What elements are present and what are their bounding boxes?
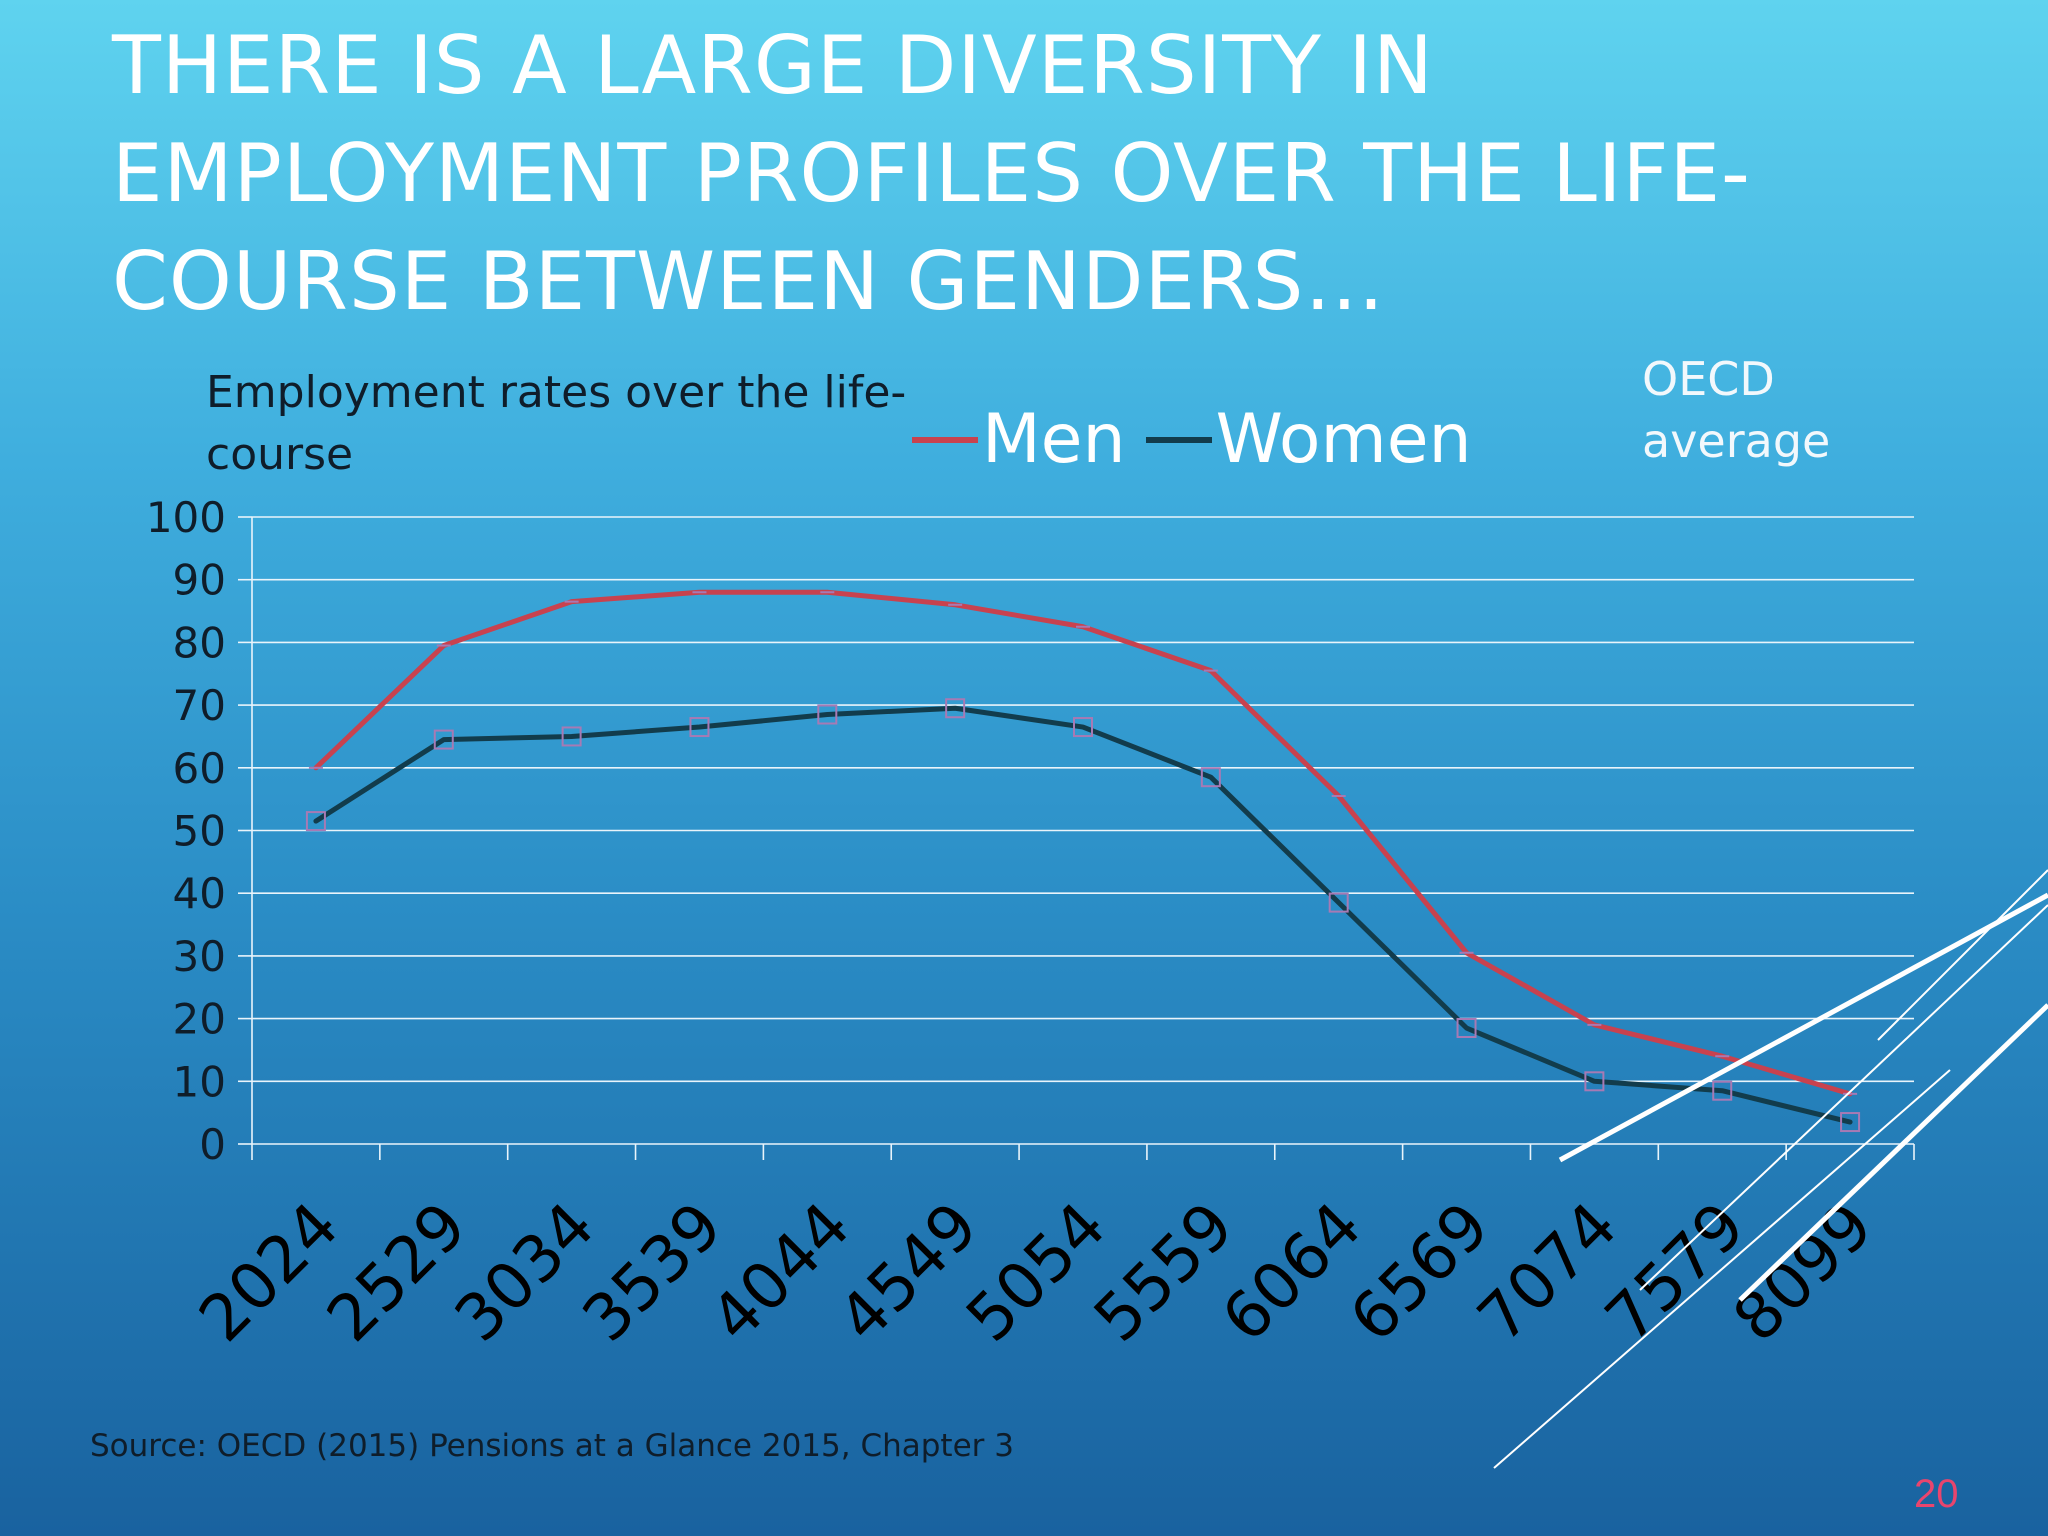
- y-tick-label: 30: [173, 932, 226, 981]
- data-point-women: [1073, 717, 1093, 738]
- data-point-women: [817, 704, 838, 725]
- source-note: Source: OECD (2015) Pensions at a Glance…: [90, 1428, 1014, 1464]
- legend-swatch-women: [1145, 437, 1212, 443]
- employment-line-chart: 0 10 20 30 40 50 60 70 80 90 100 202425293034353940…: [146, 493, 1915, 1356]
- x-tick-label: 4044: [697, 1189, 864, 1356]
- y-tick-label: 80: [173, 618, 226, 667]
- y-tick-label: 10: [173, 1057, 226, 1106]
- x-tick-label: 3539: [569, 1189, 736, 1356]
- data-point-women: [1200, 767, 1221, 788]
- legend-item-women: Women: [1145, 400, 1472, 480]
- x-tick-label: 4549: [825, 1189, 992, 1356]
- x-tick-label: 6569: [1336, 1189, 1503, 1356]
- x-tick-label: 3034: [441, 1189, 608, 1356]
- x-tick-label: 7579: [1592, 1189, 1759, 1356]
- x-tick-label: 7074: [1464, 1189, 1631, 1356]
- x-tick-label: 5054: [953, 1189, 1120, 1356]
- x-tick-label: 2024: [186, 1189, 353, 1356]
- slide-title: THERE IS A LARGE DIVERSITY IN EMPLOYMENT…: [112, 19, 1751, 328]
- data-point-women: [1328, 892, 1349, 913]
- x-tick-label: 5559: [1081, 1189, 1248, 1356]
- data-point-women: [945, 698, 966, 719]
- legend-label-women: Women: [1215, 400, 1472, 479]
- y-tick-label: 50: [173, 807, 226, 856]
- y-tick-label: 40: [173, 869, 226, 918]
- page-number: 20: [1914, 1472, 1959, 1516]
- y-tick-label: 0: [199, 1120, 226, 1169]
- data-point-women: [1456, 1018, 1477, 1039]
- x-tick-label: 8099: [1720, 1189, 1887, 1356]
- y-tick-label: 20: [173, 995, 226, 1044]
- series-line-women: [313, 705, 1853, 1125]
- region-label-line1: OECD: [1642, 352, 1775, 406]
- x-tick-label: 6064: [1209, 1189, 1376, 1356]
- y-tick-label: 100: [146, 493, 226, 542]
- x-tick-label: 2529: [314, 1189, 481, 1356]
- legend-item-men: Men: [912, 400, 1126, 480]
- region-label-line2: average: [1642, 414, 1831, 468]
- legend-label-men: Men: [982, 400, 1126, 479]
- data-point-women: [305, 811, 326, 832]
- chart-title: Employment rates over the life-course: [206, 367, 907, 480]
- data-point-women: [689, 717, 710, 738]
- data-point-women: [433, 729, 454, 750]
- chart-legend: Men Women: [912, 400, 1492, 480]
- y-tick-label: 70: [173, 681, 226, 730]
- legend-swatch-men: [912, 437, 978, 443]
- region-label: OECD average: [1642, 348, 1942, 472]
- data-point-women: [561, 726, 582, 747]
- y-tick-label: 90: [173, 556, 226, 605]
- y-tick-label: 60: [173, 744, 226, 793]
